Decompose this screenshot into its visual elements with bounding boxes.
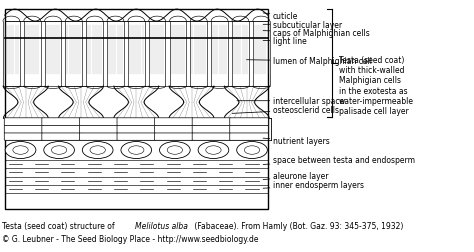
FancyBboxPatch shape [230, 118, 268, 126]
Text: Testa (seed coat) structure of: Testa (seed coat) structure of [2, 221, 118, 230]
Text: (Fabaceae). From Hamly (Bot. Gaz. 93: 345-375, 1932): (Fabaceae). From Hamly (Bot. Gaz. 93: 34… [192, 221, 403, 230]
FancyBboxPatch shape [230, 133, 268, 141]
FancyBboxPatch shape [80, 133, 118, 141]
Text: Malphigian cells: Malphigian cells [339, 76, 401, 85]
Text: water-impermeable: water-impermeable [339, 96, 414, 105]
Text: caps of Malphighian cells: caps of Malphighian cells [263, 29, 369, 38]
Text: cuticle: cuticle [263, 12, 298, 21]
FancyBboxPatch shape [117, 126, 155, 133]
Text: osteosclerid cells: osteosclerid cells [232, 106, 338, 115]
Ellipse shape [5, 142, 36, 159]
Text: Melilotus alba: Melilotus alba [135, 221, 188, 230]
FancyBboxPatch shape [117, 118, 155, 126]
FancyBboxPatch shape [192, 126, 231, 133]
Bar [5, 10, 268, 209]
FancyBboxPatch shape [155, 118, 193, 126]
FancyBboxPatch shape [80, 126, 118, 133]
Ellipse shape [52, 146, 67, 155]
FancyBboxPatch shape [192, 133, 231, 141]
Ellipse shape [245, 146, 260, 155]
Ellipse shape [44, 142, 74, 159]
FancyBboxPatch shape [42, 133, 81, 141]
Text: with thick-walled: with thick-walled [339, 66, 404, 75]
Ellipse shape [121, 142, 152, 159]
Text: Testa (seed coat): Testa (seed coat) [339, 56, 404, 65]
Ellipse shape [160, 142, 190, 159]
Ellipse shape [167, 146, 182, 155]
FancyBboxPatch shape [117, 133, 155, 141]
FancyBboxPatch shape [192, 118, 231, 126]
Ellipse shape [206, 146, 221, 155]
FancyBboxPatch shape [42, 126, 81, 133]
FancyBboxPatch shape [4, 126, 43, 133]
Text: space between testa and endosperm: space between testa and endosperm [263, 155, 415, 165]
Ellipse shape [128, 146, 144, 155]
Text: light line: light line [263, 37, 306, 46]
Text: lumen of Malphighian cell: lumen of Malphighian cell [246, 57, 372, 66]
FancyBboxPatch shape [155, 133, 193, 141]
Ellipse shape [237, 142, 267, 159]
Text: intercellular space: intercellular space [237, 97, 344, 106]
FancyBboxPatch shape [155, 126, 193, 133]
Text: inner endosperm layers: inner endosperm layers [263, 181, 364, 190]
Text: aleurone layer: aleurone layer [263, 171, 328, 180]
Text: palisade cell layer: palisade cell layer [339, 106, 409, 115]
Ellipse shape [90, 146, 105, 155]
FancyBboxPatch shape [4, 118, 43, 126]
Text: in the exotesta as: in the exotesta as [339, 86, 408, 95]
Text: nutrient layers: nutrient layers [263, 137, 329, 146]
Ellipse shape [82, 142, 113, 159]
FancyBboxPatch shape [4, 133, 43, 141]
FancyBboxPatch shape [230, 126, 268, 133]
Ellipse shape [198, 142, 229, 159]
Text: © G. Leubner - The Seed Biology Place - http://www.seedbiology.de: © G. Leubner - The Seed Biology Place - … [2, 234, 259, 243]
FancyBboxPatch shape [80, 118, 118, 126]
FancyBboxPatch shape [42, 118, 81, 126]
Text: subcuticular layer: subcuticular layer [263, 21, 342, 30]
Ellipse shape [13, 146, 28, 155]
